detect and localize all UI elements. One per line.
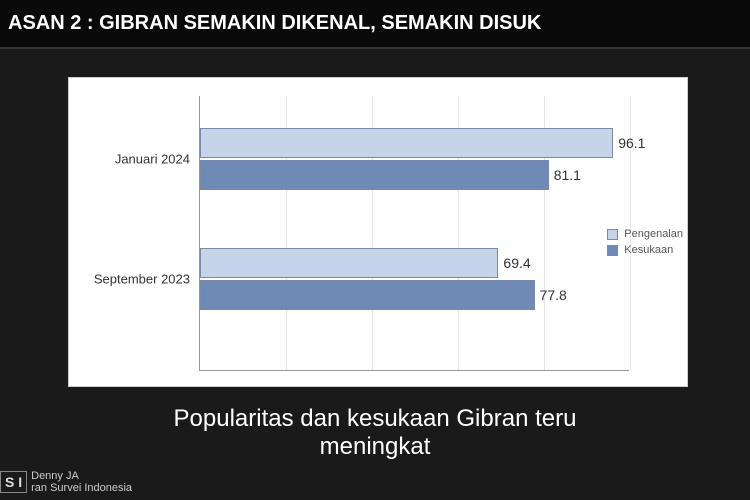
bar: 69.4 (200, 248, 498, 278)
bar-value-label: 96.1 (618, 135, 645, 151)
bar-row: 69.4 (200, 248, 629, 278)
chart-container: 96.181.1Januari 202469.477.8September 20… (68, 77, 688, 387)
footer-logo: S I Denny JA ran Survei Indonesia (0, 470, 132, 494)
bar-value-label: 77.8 (540, 287, 567, 303)
bar: 96.1 (200, 128, 613, 158)
legend-item: Kesukaan (607, 244, 683, 256)
bar-row: 96.1 (200, 128, 629, 158)
bar-row: 81.1 (200, 160, 629, 190)
legend-swatch (607, 229, 618, 240)
bar: 81.1 (200, 160, 549, 190)
category-label: September 2023 (94, 272, 190, 287)
subtitle-line2: meningkat (10, 433, 740, 461)
subtitle-line1: Popularitas dan kesukaan Gibran teru (10, 405, 740, 433)
category-label: Januari 2024 (115, 152, 190, 167)
footer-text: Denny JA ran Survei Indonesia (31, 470, 132, 494)
slide-subtitle: Popularitas dan kesukaan Gibran teru men… (0, 397, 750, 461)
legend-swatch (607, 245, 618, 256)
chart-plot: 96.181.1Januari 2024 69.477.8September 20… (199, 96, 629, 371)
header-title: ASAN 2 : GIBRAN SEMAKIN DIKENAL, SEMAKIN… (8, 12, 541, 34)
bar-value-label: 69.4 (503, 255, 530, 271)
legend-label: Pengenalan (624, 228, 683, 240)
bar-value-label: 81.1 (554, 167, 581, 183)
bar: 77.8 (200, 280, 535, 310)
chart-legend: Pengenalan Kesukaan (607, 228, 683, 260)
footer-name: Denny JA (31, 470, 132, 482)
legend-item: Pengenalan (607, 228, 683, 240)
chart-group: 69.477.8September 2023 (200, 248, 629, 312)
footer-org: ran Survei Indonesia (31, 482, 132, 494)
logo-box: S I (0, 471, 27, 493)
chart-group: 96.181.1Januari 2024 (200, 128, 629, 192)
slide-header: ASAN 2 : GIBRAN SEMAKIN DIKENAL, SEMAKIN… (0, 0, 750, 49)
legend-label: Kesukaan (624, 244, 673, 256)
bar-row: 77.8 (200, 280, 629, 310)
